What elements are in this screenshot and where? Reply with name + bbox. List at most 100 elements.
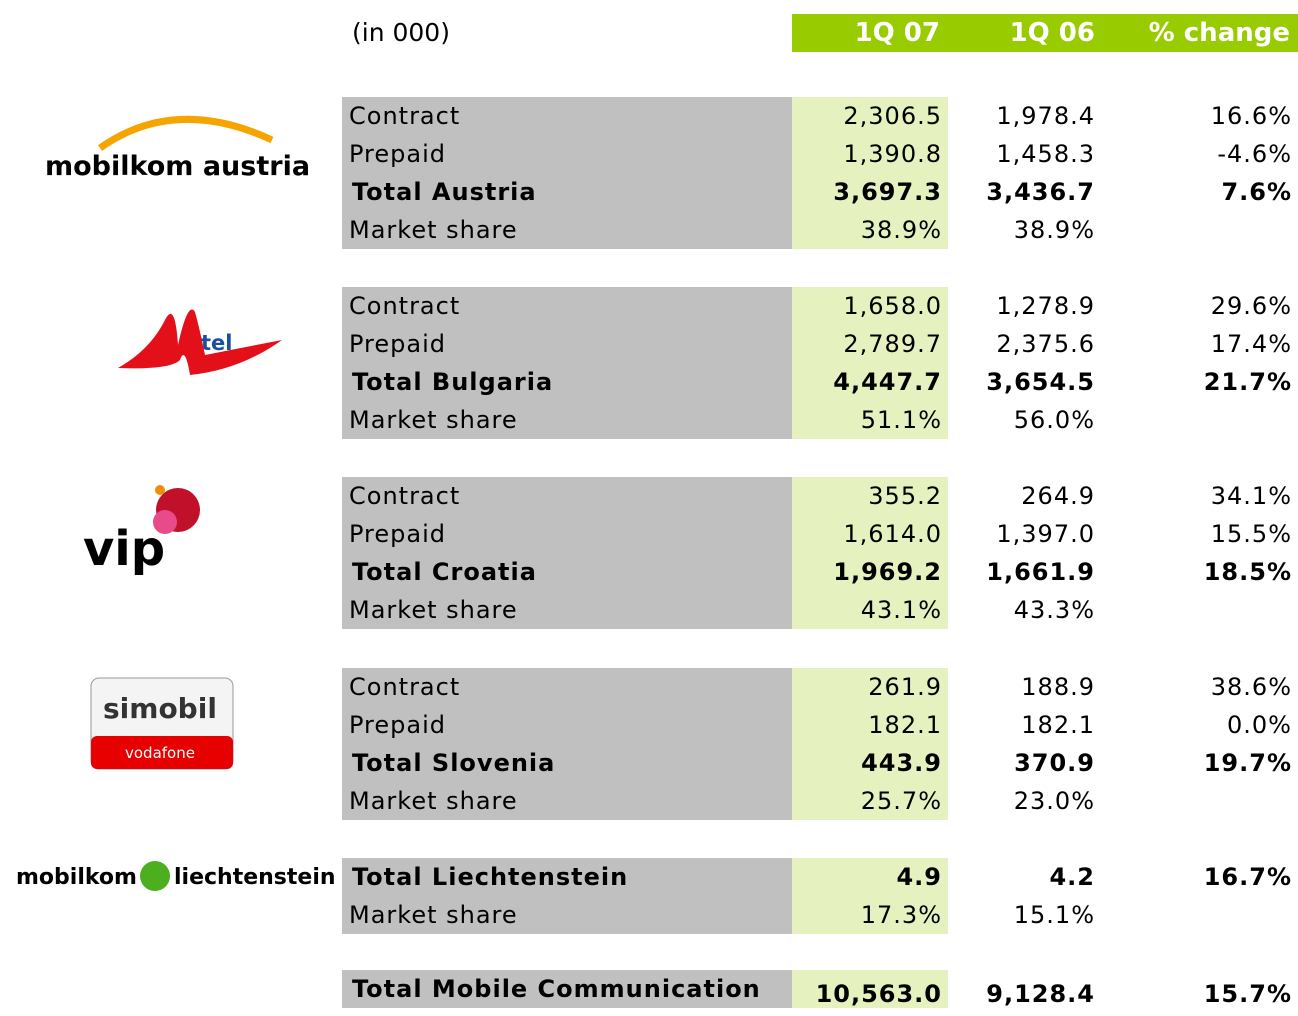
label-background <box>342 858 792 934</box>
value-cell: 56.0% <box>1013 406 1095 434</box>
label-background <box>342 477 792 629</box>
highlight-background <box>792 477 948 629</box>
logo-dot <box>155 485 165 495</box>
logo-text: tel <box>201 331 232 355</box>
value-cell: 355.2 <box>868 482 942 510</box>
value-cell: 1,978.4 <box>996 102 1095 130</box>
value-cell: 9,128.4 <box>986 980 1095 1008</box>
row-label: Contract <box>349 292 461 320</box>
label-background <box>342 287 792 439</box>
value-cell: 182.1 <box>868 711 942 739</box>
value-cell: 18.5% <box>1203 558 1292 586</box>
value-cell: 1,458.3 <box>996 140 1095 168</box>
row-label: Contract <box>349 102 461 130</box>
value-cell: 1,390.8 <box>843 140 942 168</box>
value-cell: 38.9% <box>860 216 942 244</box>
logo-text: vip <box>83 521 165 577</box>
logo-text: mobilkom <box>16 865 137 890</box>
value-cell: 188.9 <box>1021 673 1095 701</box>
value-cell: 51.1% <box>860 406 942 434</box>
label-background <box>342 668 792 820</box>
logo-band <box>91 736 233 769</box>
logos: mobilkom austria tel vip simobil vodafon… <box>16 115 336 891</box>
logo-text: mobilkom austria <box>45 151 310 182</box>
value-cell: 370.9 <box>1014 749 1095 777</box>
row-label: Market share <box>349 787 518 815</box>
column-header: 1Q 06 <box>1009 18 1095 48</box>
value-cell: 3,654.5 <box>986 368 1095 396</box>
value-cell: 0.0% <box>1227 711 1292 739</box>
value-cell: 17.4% <box>1210 330 1292 358</box>
value-cell: 15.5% <box>1210 520 1292 548</box>
value-cell: 10,563.0 <box>815 980 942 1008</box>
row-label: Total Austria <box>352 178 537 206</box>
highlight-background <box>792 97 948 249</box>
value-cell: 38.6% <box>1210 673 1292 701</box>
value-cell: 38.9% <box>1013 216 1095 244</box>
logo-m <box>118 309 282 375</box>
value-cell: 16.7% <box>1203 863 1292 891</box>
value-cell: 3,436.7 <box>986 178 1095 206</box>
value-cell: 443.9 <box>861 749 942 777</box>
row-label: Prepaid <box>349 330 446 358</box>
value-cell: 182.1 <box>1021 711 1095 739</box>
value-cell: 29.6% <box>1210 292 1292 320</box>
row-label: Total Bulgaria <box>352 368 554 396</box>
label-background <box>342 97 792 249</box>
value-cell: 4,447.7 <box>833 368 942 396</box>
value-cell: 1,614.0 <box>843 520 942 548</box>
highlight-background <box>792 668 948 820</box>
value-cell: 17.3% <box>860 901 942 929</box>
logo-dot <box>140 861 170 891</box>
logo-text: vodafone <box>125 744 195 762</box>
logo-dot <box>153 510 177 534</box>
header-bar <box>792 14 1298 52</box>
value-cell: 16.6% <box>1210 102 1292 130</box>
row-label: Prepaid <box>349 140 446 168</box>
highlight-background <box>792 287 948 439</box>
value-cell: 15.7% <box>1203 980 1292 1008</box>
logo-arc <box>97 115 274 151</box>
value-cell: 1,658.0 <box>843 292 942 320</box>
value-cell: 19.7% <box>1203 749 1292 777</box>
row-label: Total Slovenia <box>352 749 556 777</box>
value-cell: 2,306.5 <box>843 102 942 130</box>
value-cell: 264.9 <box>1021 482 1095 510</box>
highlight-background <box>792 970 948 1008</box>
value-cell: 25.7% <box>860 787 942 815</box>
column-header: % change <box>1148 18 1290 48</box>
value-cell: 4.9 <box>896 863 942 891</box>
value-cell: 3,697.3 <box>833 178 942 206</box>
row-label: Contract <box>349 482 461 510</box>
value-cell: 4.2 <box>1049 863 1095 891</box>
value-cell: 261.9 <box>868 673 942 701</box>
row-label: Total Mobile Communication <box>352 975 761 1003</box>
row-label: Prepaid <box>349 520 446 548</box>
highlight-background <box>792 858 948 934</box>
value-cell: 43.1% <box>860 596 942 624</box>
value-cell: 7.6% <box>1221 178 1292 206</box>
row-label: Market share <box>349 596 518 624</box>
value-cell: 34.1% <box>1210 482 1292 510</box>
column-header: 1Q 07 <box>854 18 940 48</box>
row-label: Contract <box>349 673 461 701</box>
row-label: Total Liechtenstein <box>352 863 629 891</box>
value-cell: 1,969.2 <box>833 558 942 586</box>
value-cell: 43.3% <box>1013 596 1095 624</box>
value-cell: -4.6% <box>1217 140 1292 168</box>
row-label: Total Croatia <box>352 558 537 586</box>
row-label: Market share <box>349 216 518 244</box>
value-cell: 23.0% <box>1013 787 1095 815</box>
value-cell: 2,789.7 <box>843 330 942 358</box>
value-cell: 1,397.0 <box>996 520 1095 548</box>
row-label: Market share <box>349 406 518 434</box>
row-label: Market share <box>349 901 518 929</box>
value-cell: 21.7% <box>1203 368 1292 396</box>
value-cell: 2,375.6 <box>996 330 1095 358</box>
label-background <box>342 970 792 1008</box>
row-label: Prepaid <box>349 711 446 739</box>
logo-text: simobil <box>103 692 217 725</box>
value-cell: 15.1% <box>1013 901 1095 929</box>
unit-label: (in 000) <box>352 18 450 47</box>
